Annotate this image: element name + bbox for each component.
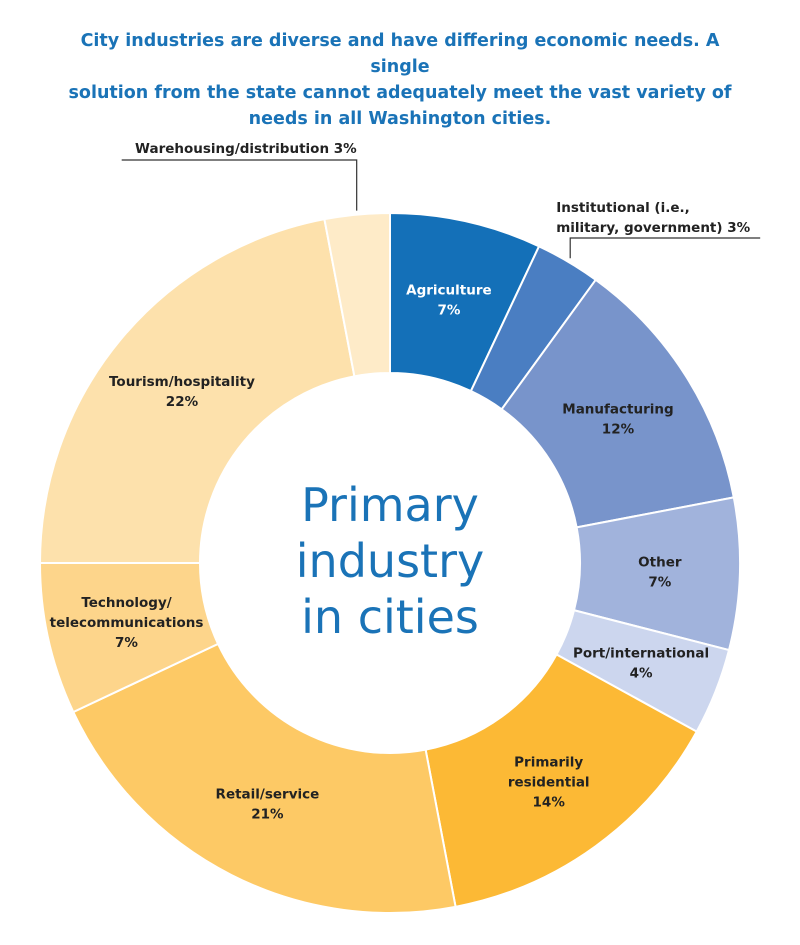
leader-warehousing-distribution (121, 159, 358, 211)
leader-lines-group (121, 159, 761, 259)
slice-labels-group: Agriculture 7% Institutional (i.e., militar… (50, 141, 751, 823)
chart-title: City industries are diverse and have dif… (68, 31, 732, 129)
label-retail-service: Retail/service 21% (216, 787, 320, 823)
leader-institutional-i-e-military-government (569, 237, 761, 259)
label-port-international: Port/international 4% (573, 645, 709, 681)
slice-retail-service (71, 642, 457, 914)
center-text: Primary industry in cities (296, 478, 484, 644)
label-manufacturing: Manufacturing 12% (562, 401, 673, 437)
label-tourism-hospitality: Tourism/hospitality 22% (109, 374, 255, 410)
label-other: Other 7% (638, 554, 682, 590)
label-technology-telecommunications: Technology/telecommunications 7% (50, 595, 204, 651)
center-text-group: Primary industry in cities (296, 478, 484, 644)
label-warehousing-distribution: Warehousing/distribution 3% (135, 141, 357, 157)
label-institutional-i-e-military-government: Institutional (i.e., military, government… (556, 200, 750, 236)
slice-tourism-hospitality (38, 218, 356, 564)
label-primarily-residential: Primarily residential 14% (508, 754, 590, 810)
slices-group (38, 211, 741, 914)
label-agriculture: Agriculture 7% (406, 283, 492, 319)
slice-primarily-residential (424, 653, 699, 908)
slice-warehousing-distribution (323, 211, 391, 378)
